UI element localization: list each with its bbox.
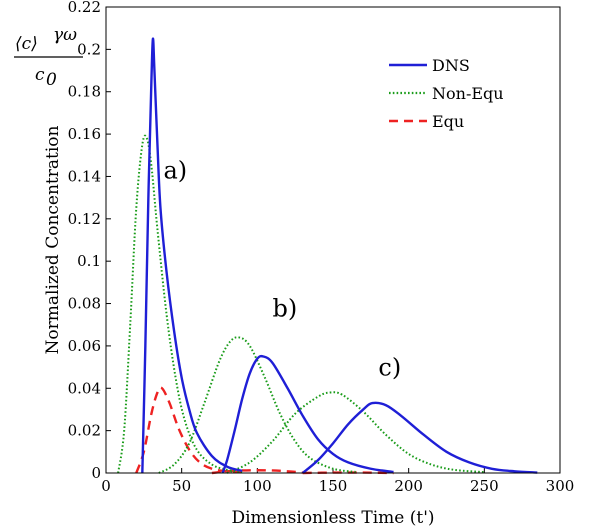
ylabel-formula: ⟨c⟩ γω c 0 [14,25,83,90]
y-tick-label: 0.22 [68,0,101,16]
x-tick-label: 100 [243,477,272,495]
x-tick-label: 150 [319,477,348,495]
x-tick-label: 200 [394,477,423,495]
annotation-label-c: c) [378,354,401,382]
ylabel-formula-denominator: c [35,65,45,85]
y-tick-label: 0.12 [68,210,101,228]
x-axis-title: Dimensionless Time (t') [231,508,434,528]
y-tick-label: 0.14 [68,167,101,185]
series-dns-c-line [301,401,538,474]
ylabel-formula-superscript: γω [53,25,77,45]
ylabel-formula-numerator: ⟨c⟩ [15,34,38,54]
series-non-equ-c-line [226,391,485,474]
y-tick-label: 0.02 [68,422,101,440]
x-tick-label: 50 [172,477,191,495]
y-tick-label: 0.2 [77,40,101,58]
plot-frame [105,6,561,474]
ylabel-formula-subscript: 0 [46,70,57,90]
legend-label-non-equ: Non-Equ [432,84,504,103]
y-tick-label: 0.06 [68,337,101,355]
legend: DNS Non-Equ Equ [389,56,504,131]
series-equ-b-line [211,469,303,475]
x-tick-label: 250 [470,477,499,495]
x-tick-label: 0 [101,477,111,495]
y-tick-label: 0.18 [68,83,101,101]
y-axis-title: Normalized Concentration [43,125,63,354]
series-dns-b-line [221,354,394,474]
series-non-equ-a-line [117,134,243,474]
series-lines [117,37,538,475]
y-tick-label: 0.16 [68,125,101,143]
legend-label-dns: DNS [432,56,470,75]
annotation-label-a: a) [164,157,188,185]
series-equ-a-line [135,386,243,474]
annotations: a) b) c) [164,157,402,382]
annotation-label-b: b) [272,294,297,322]
x-tick-label: 300 [546,477,575,495]
axis-ticks: 0 50 100 150 200 250 300 0 0.02 0.04 0.06 0.08 0.1 0.… [68,0,575,495]
series-non-equ-b-line [158,336,356,474]
series-dns-a-line [141,37,243,474]
y-tick-label: 0.1 [77,252,101,270]
y-tick-label: 0 [91,464,101,482]
y-tick-label: 0.08 [68,295,101,313]
y-tick-label: 0.04 [68,379,101,397]
legend-label-equ: Equ [432,112,464,131]
